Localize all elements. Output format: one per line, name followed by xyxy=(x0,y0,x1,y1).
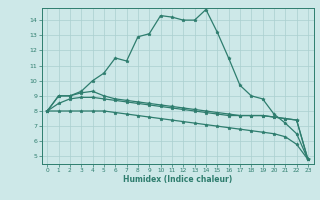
X-axis label: Humidex (Indice chaleur): Humidex (Indice chaleur) xyxy=(123,175,232,184)
